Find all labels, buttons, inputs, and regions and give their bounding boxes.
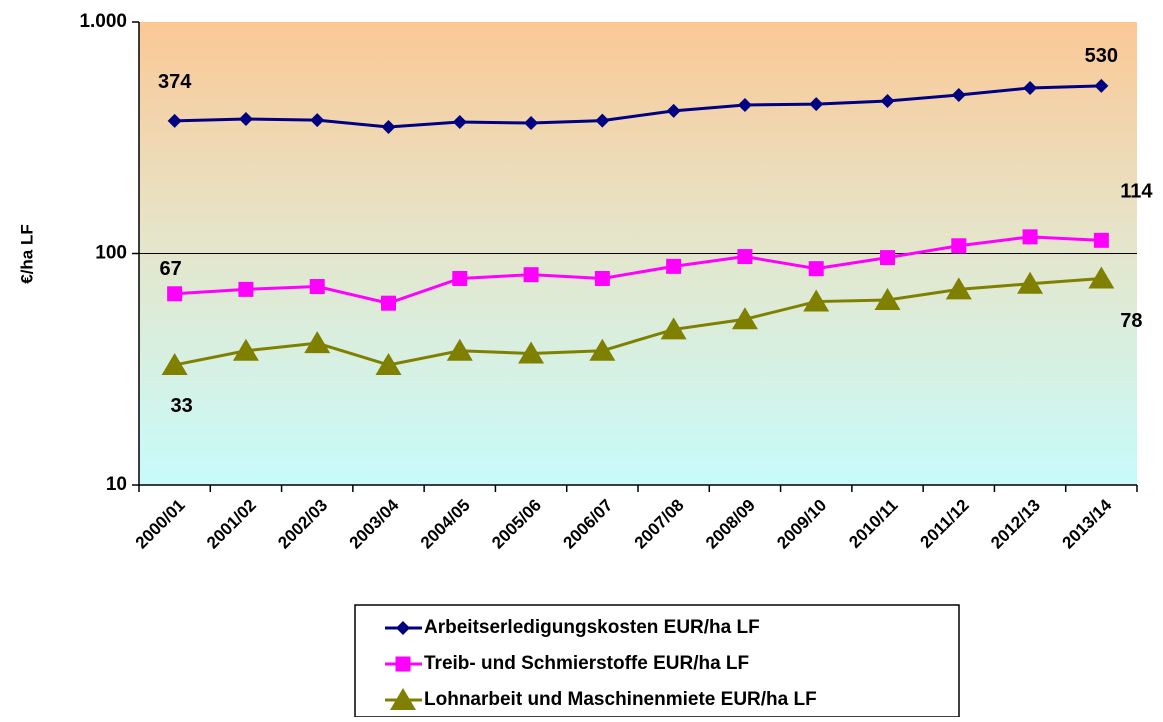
- marker: [238, 112, 253, 127]
- x-tick-label: 2006/07: [559, 496, 616, 553]
- marker: [666, 103, 681, 118]
- data-label: 78: [1120, 310, 1142, 332]
- marker: [1093, 232, 1109, 248]
- data-label: 114: [1120, 181, 1153, 203]
- x-tick-label: 2007/08: [631, 496, 688, 553]
- marker: [375, 352, 402, 375]
- marker: [381, 119, 396, 134]
- marker: [523, 267, 539, 283]
- marker: [1094, 78, 1109, 93]
- marker: [396, 621, 410, 635]
- marker: [1023, 80, 1038, 95]
- marker: [452, 114, 467, 129]
- marker: [518, 341, 545, 364]
- marker: [309, 279, 325, 295]
- y-tick-label: 100: [95, 243, 127, 264]
- marker: [310, 113, 325, 128]
- x-tick-label: 2001/02: [203, 496, 260, 553]
- marker: [666, 258, 682, 274]
- x-tick-label: 2013/14: [1058, 495, 1115, 552]
- series-line: [174, 276, 1102, 367]
- marker: [808, 261, 824, 277]
- marker: [232, 338, 259, 361]
- legend-label: Lohnarbeit und Maschinenmiete EUR/ha LF: [424, 689, 817, 710]
- y-tick-label: 1.000: [79, 11, 127, 32]
- x-tick-label: 2008/09: [702, 496, 759, 553]
- marker: [167, 113, 182, 128]
- x-tick-label: 2011/12: [917, 496, 973, 552]
- y-axis-label: €/ha LF: [17, 224, 36, 284]
- marker: [880, 250, 895, 266]
- x-tick-label: 2000/01: [132, 496, 189, 553]
- marker: [589, 338, 616, 361]
- x-tick-label: 2009/10: [773, 496, 830, 553]
- marker: [874, 287, 901, 310]
- marker: [1088, 266, 1115, 289]
- marker: [951, 238, 967, 254]
- marker: [737, 249, 753, 265]
- legend-label: Arbeitserledigungskosten EUR/ha LF: [424, 617, 760, 638]
- marker: [1017, 271, 1044, 294]
- legend-label: Treib- und Schmierstoffe EUR/ha LF: [424, 653, 749, 674]
- marker: [524, 116, 539, 131]
- series-line: [174, 84, 1102, 129]
- data-label: 374: [158, 71, 192, 93]
- data-label: 67: [160, 258, 182, 280]
- marker: [660, 317, 687, 340]
- marker: [304, 331, 331, 354]
- marker: [945, 277, 972, 300]
- marker: [452, 270, 468, 286]
- marker: [381, 295, 396, 311]
- y-tick-label: 10: [106, 474, 127, 495]
- marker: [238, 281, 254, 297]
- data-label: 33: [171, 395, 193, 417]
- marker: [446, 338, 473, 361]
- marker: [809, 97, 824, 112]
- marker: [594, 270, 610, 286]
- series-line: [174, 235, 1102, 305]
- marker: [395, 656, 411, 672]
- x-tick-label: 2005/06: [488, 496, 545, 553]
- marker: [390, 688, 416, 710]
- marker: [167, 286, 183, 302]
- x-tick-label: 2012/13: [987, 496, 1044, 553]
- marker: [803, 289, 830, 312]
- data-label: 530: [1085, 45, 1118, 67]
- x-tick-label: 2010/11: [845, 496, 901, 552]
- marker: [1022, 229, 1038, 245]
- marker: [731, 307, 758, 330]
- marker: [161, 352, 188, 375]
- marker: [951, 87, 966, 102]
- marker: [880, 93, 895, 108]
- marker: [595, 113, 610, 128]
- legend: [354, 604, 960, 718]
- x-tick-label: 2003/04: [346, 495, 403, 552]
- x-tick-label: 2004/05: [417, 496, 474, 553]
- marker: [737, 97, 752, 112]
- x-tick-label: 2002/03: [274, 496, 331, 553]
